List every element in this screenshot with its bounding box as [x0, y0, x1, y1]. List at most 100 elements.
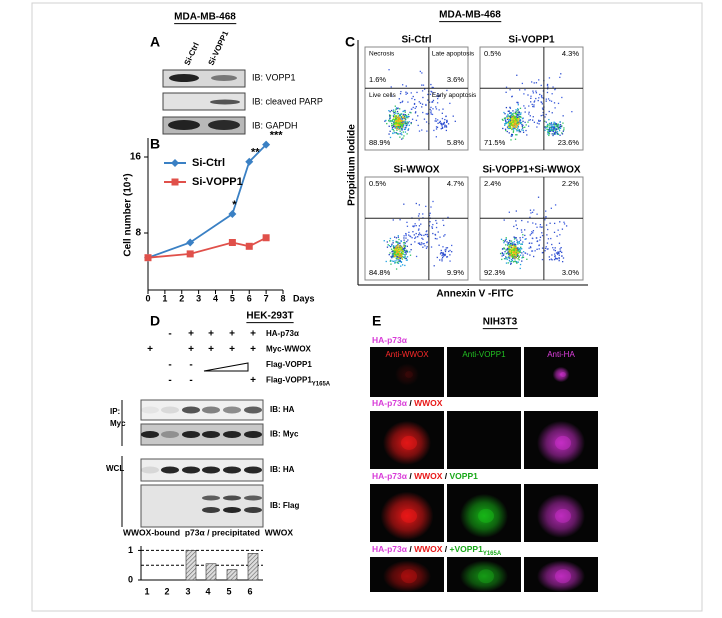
flow-dot [521, 257, 523, 259]
flow-dot [551, 133, 553, 135]
flow-dot [514, 260, 516, 262]
flow-dot [415, 202, 417, 205]
flow-dot [388, 114, 391, 116]
flow-dot [509, 261, 511, 263]
flow-dot [510, 120, 512, 123]
data-point [144, 254, 152, 262]
flow-dot [517, 243, 519, 245]
flow-dot [389, 117, 391, 119]
flow-dot [549, 130, 551, 133]
flow-dot [405, 237, 407, 239]
cell [460, 493, 508, 538]
flow-dot [541, 103, 543, 105]
flow-dot [541, 258, 544, 261]
flow-dot [516, 239, 518, 241]
treatment-name: Flag-VOPP1 [266, 360, 312, 369]
flow-dot [524, 126, 526, 128]
flow-dot [403, 253, 405, 256]
flow-dot [530, 246, 532, 249]
flow-dot [554, 123, 556, 125]
flow-dot [402, 110, 404, 113]
flow-dot [516, 248, 518, 251]
flow-dot [535, 223, 537, 225]
flow-dot [411, 118, 414, 120]
flow-dot [552, 125, 554, 127]
band [244, 431, 262, 438]
flow-dot [437, 122, 439, 124]
treatment-sign: - [189, 375, 192, 386]
blot-label: IB: cleaved PARP [252, 96, 323, 106]
flow-dot [510, 139, 512, 141]
flow-dot [553, 127, 556, 129]
band [223, 495, 241, 501]
flow-dot [399, 256, 401, 258]
x-tick-label: 6 [247, 293, 252, 303]
flow-dot [414, 112, 417, 114]
flow-dot [509, 242, 512, 245]
flow-dot [537, 196, 540, 198]
flow-dot [421, 237, 423, 239]
flow-dot [515, 252, 518, 255]
flow-dot [434, 233, 436, 236]
flow-dot [403, 119, 405, 122]
flow-dot [511, 128, 513, 130]
flow-dot [562, 122, 564, 124]
flow-dot [551, 129, 553, 131]
flow-dot [518, 113, 520, 116]
flow-dot [439, 236, 441, 238]
flow-dot [432, 99, 435, 102]
flow-dot [385, 260, 387, 263]
flow-dot [506, 257, 508, 259]
flow-dot [518, 117, 520, 120]
flow-dot [506, 130, 508, 133]
flow-dot [535, 90, 537, 92]
flow-dot [391, 245, 393, 247]
flow-dot [443, 235, 445, 237]
flow-dot [406, 221, 408, 224]
flow-dot [508, 118, 510, 121]
flow-dot [513, 121, 515, 123]
flow-dot [418, 232, 421, 234]
cell [537, 420, 585, 465]
flow-dot [549, 129, 552, 131]
flow-dot [443, 224, 445, 227]
flow-dot [507, 248, 509, 251]
treatment-name: HA-p73α [266, 329, 299, 338]
flow-dot [425, 230, 427, 233]
quadrant-name: Early apoptosis [432, 92, 477, 99]
flow-dot [555, 257, 558, 260]
flow-dot [405, 259, 408, 261]
blot-label: IB: HA [270, 465, 295, 474]
row-heading-part: WWOX [414, 398, 443, 408]
quadrant-value: 5.8% [447, 138, 464, 147]
flow-dot [393, 114, 395, 116]
flow-dot [403, 110, 405, 112]
flow-dot [411, 237, 413, 239]
treatment-sign: + [188, 329, 194, 340]
flow-dot [435, 136, 438, 138]
flow-dot [404, 242, 406, 244]
flow-dot [509, 239, 511, 242]
flow-dot [391, 119, 394, 121]
flow-dot [402, 137, 404, 139]
flow-dot [561, 96, 563, 99]
flow-dot [513, 252, 516, 255]
flow-dot [507, 113, 509, 116]
flow-dot [400, 247, 402, 250]
flow-dot [517, 118, 519, 120]
flow-dot [507, 110, 509, 112]
flow-dot [515, 220, 517, 222]
flow-dot [514, 253, 516, 256]
flow-dot [430, 246, 433, 248]
cell [383, 560, 431, 592]
flow-dot [425, 247, 428, 249]
flow-dot [400, 256, 402, 258]
band [210, 99, 240, 105]
flow-dot [548, 134, 550, 137]
flow-dot [509, 249, 511, 252]
flow-dot [501, 252, 503, 254]
significance: ** [251, 147, 260, 159]
row-heading-part: HA-p73α [372, 471, 408, 481]
flow-dot [391, 260, 393, 262]
flow-dot [527, 221, 529, 223]
